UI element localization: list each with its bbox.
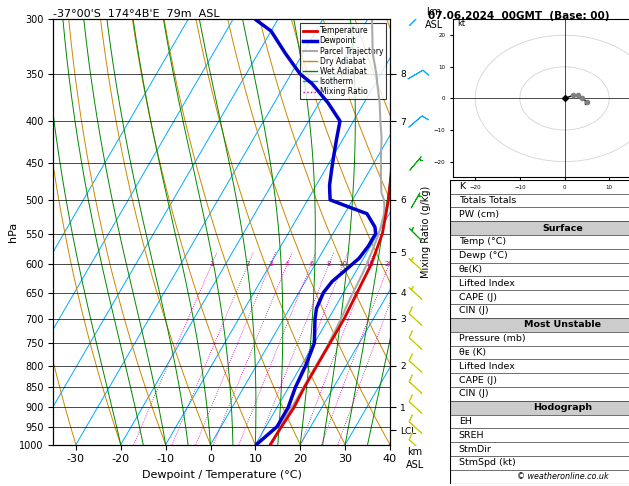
Text: 20: 20 bbox=[384, 261, 393, 267]
Text: EH: EH bbox=[459, 417, 472, 426]
X-axis label: Dewpoint / Temperature (°C): Dewpoint / Temperature (°C) bbox=[142, 470, 302, 480]
Y-axis label: Mixing Ratio (g/kg): Mixing Ratio (g/kg) bbox=[421, 186, 431, 278]
Text: Lifted Index: Lifted Index bbox=[459, 362, 515, 371]
Text: StmSpd (kt): StmSpd (kt) bbox=[459, 458, 516, 468]
Text: Temp (°C): Temp (°C) bbox=[459, 238, 506, 246]
Text: SREH: SREH bbox=[459, 431, 484, 440]
Text: Pressure (mb): Pressure (mb) bbox=[459, 334, 525, 343]
Text: kt: kt bbox=[457, 19, 465, 28]
Text: Lifted Index: Lifted Index bbox=[459, 279, 515, 288]
Text: Totals Totals: Totals Totals bbox=[459, 196, 516, 205]
Text: 15: 15 bbox=[365, 261, 374, 267]
Text: StmDir: StmDir bbox=[459, 445, 492, 453]
Text: 2: 2 bbox=[246, 261, 250, 267]
Text: 6: 6 bbox=[309, 261, 313, 267]
Text: km: km bbox=[426, 7, 442, 17]
Text: Dewp (°C): Dewp (°C) bbox=[459, 251, 508, 260]
Bar bbox=[450, 318, 629, 331]
Text: 07.06.2024  00GMT  (Base: 00): 07.06.2024 00GMT (Base: 00) bbox=[428, 11, 610, 21]
Text: θᴇ (K): θᴇ (K) bbox=[459, 348, 486, 357]
Text: © weatheronline.co.uk: © weatheronline.co.uk bbox=[517, 472, 609, 481]
Text: PW (cm): PW (cm) bbox=[459, 210, 499, 219]
Y-axis label: hPa: hPa bbox=[8, 222, 18, 242]
Text: CIN (J): CIN (J) bbox=[459, 389, 488, 399]
Text: CIN (J): CIN (J) bbox=[459, 307, 488, 315]
Text: Most Unstable: Most Unstable bbox=[525, 320, 601, 330]
Text: km: km bbox=[408, 448, 423, 457]
Bar bbox=[450, 401, 629, 415]
Text: θᴇ(K): θᴇ(K) bbox=[459, 265, 483, 274]
Text: 10: 10 bbox=[338, 261, 348, 267]
Text: -37°00'S  174°4B'E  79m  ASL: -37°00'S 174°4B'E 79m ASL bbox=[53, 9, 220, 18]
Text: 3: 3 bbox=[269, 261, 273, 267]
Bar bbox=[450, 221, 629, 235]
Text: Surface: Surface bbox=[543, 224, 583, 233]
Text: 1: 1 bbox=[209, 261, 214, 267]
Text: ASL: ASL bbox=[406, 460, 425, 470]
Text: Hodograph: Hodograph bbox=[533, 403, 593, 412]
Text: CAPE (J): CAPE (J) bbox=[459, 376, 497, 384]
Text: K: K bbox=[459, 182, 465, 191]
Text: 8: 8 bbox=[326, 261, 331, 267]
Text: CAPE (J): CAPE (J) bbox=[459, 293, 497, 302]
Legend: Temperature, Dewpoint, Parcel Trajectory, Dry Adiabat, Wet Adiabat, Isotherm, Mi: Temperature, Dewpoint, Parcel Trajectory… bbox=[300, 23, 386, 99]
Text: 4: 4 bbox=[285, 261, 289, 267]
Text: ASL: ASL bbox=[425, 20, 443, 30]
